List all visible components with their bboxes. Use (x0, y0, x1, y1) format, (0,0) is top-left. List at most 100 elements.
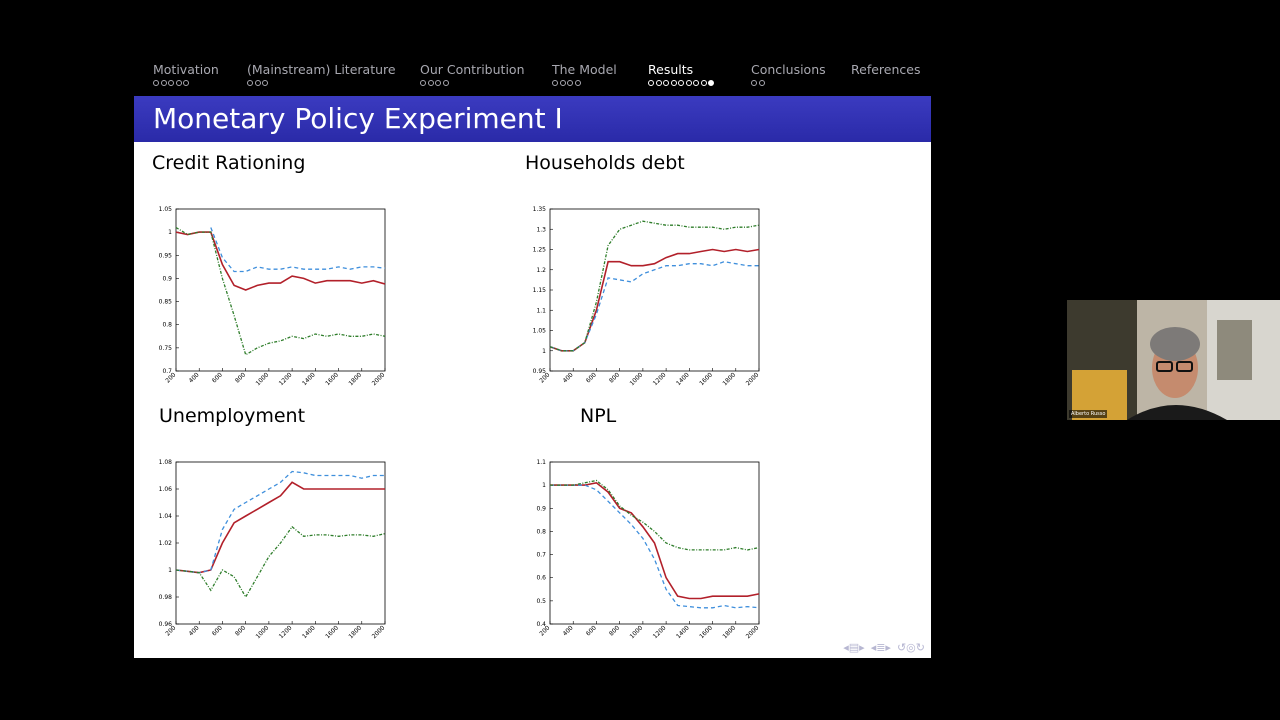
y-tick-label: 1.04 (159, 513, 173, 520)
nav-section-dots (247, 80, 396, 86)
nav-section-conclusions[interactable]: Conclusions (751, 62, 826, 86)
nav-section-label: Results (648, 62, 694, 77)
y-tick-label: 1.08 (159, 459, 173, 466)
presenter-video: Alberto Russo (1067, 300, 1280, 420)
nav-section-label: (Mainstream) Literature (247, 62, 396, 77)
nav-dot[interactable] (693, 80, 699, 86)
plot-area (549, 208, 760, 372)
nav-dot[interactable] (758, 80, 765, 86)
nav-dot[interactable] (247, 80, 253, 86)
nav-section-references[interactable]: References (851, 62, 920, 77)
x-tick-label: 1800 (347, 624, 363, 640)
x-tick-label: 2000 (371, 624, 387, 640)
nav-section-contribution[interactable]: Our Contribution (420, 62, 525, 86)
x-tick-label: 400 (562, 624, 575, 637)
x-tick-label: 800 (234, 624, 247, 637)
nav-section-dots (153, 80, 219, 86)
y-tick-label: 0.75 (159, 345, 173, 352)
x-tick-label: 1600 (324, 371, 340, 387)
nav-section-results[interactable]: Results (648, 62, 714, 86)
nav-dot[interactable] (552, 80, 558, 86)
nav-dot[interactable] (254, 80, 261, 86)
series-line-green (175, 525, 386, 599)
y-tick-label: 0.8 (536, 528, 546, 535)
y-tick-label: 1.05 (159, 206, 173, 213)
nav-dot[interactable] (678, 80, 684, 86)
nav-dot[interactable] (442, 80, 449, 86)
y-tick-label: 0.8 (162, 322, 172, 329)
y-tick-label: 0.96 (159, 621, 173, 628)
nav-dot[interactable] (420, 80, 426, 86)
nav-dot[interactable] (559, 80, 566, 86)
x-tick-label: 600 (211, 371, 224, 384)
nav-dot[interactable] (574, 80, 581, 86)
x-tick-label: 400 (562, 371, 575, 384)
y-tick-label: 1.3 (536, 226, 546, 233)
presenter-video-frame (1067, 300, 1280, 420)
y-tick-label: 1.25 (533, 247, 547, 254)
nav-dot[interactable] (168, 80, 174, 86)
series-line-blue (210, 227, 386, 273)
nav-dot[interactable] (655, 80, 662, 86)
y-tick-label: 0.6 (536, 575, 546, 582)
nav-section-motivation[interactable]: Motivation (153, 62, 219, 86)
nav-dot[interactable] (670, 80, 677, 86)
panel-title-households-debt: Households debt (525, 152, 685, 174)
chart-npl: 0.40.50.60.70.80.911.1200 400 600 800 1000 12… (536, 459, 760, 640)
series-line-red (549, 248, 760, 352)
nav-dot[interactable] (435, 80, 441, 86)
nav-section-label: References (851, 62, 921, 77)
nav-section-literature[interactable]: (Mainstream) Literature (247, 62, 396, 86)
y-tick-label: 1.05 (533, 328, 547, 335)
nav-dot[interactable] (700, 80, 707, 86)
slide-title: Monetary Policy Experiment I (153, 102, 563, 135)
nav-dot[interactable] (153, 80, 159, 86)
nav-dot[interactable] (648, 80, 654, 86)
nav-dot[interactable] (708, 80, 714, 86)
nav-dot[interactable] (427, 80, 434, 86)
series-line-red (175, 231, 386, 291)
nav-section-model[interactable]: The Model (552, 62, 617, 86)
x-tick-label: 1400 (301, 624, 317, 640)
x-tick-label: 1200 (278, 371, 294, 387)
x-tick-label: 1400 (675, 624, 691, 640)
x-tick-label: 1000 (629, 624, 645, 640)
x-tick-label: 800 (234, 371, 247, 384)
nav-dot[interactable] (262, 80, 268, 86)
search-icon[interactable]: ↺◎↻ (896, 641, 925, 654)
y-tick-label: 1 (542, 482, 546, 489)
panel-title-npl: NPL (580, 405, 617, 427)
y-tick-label: 1.1 (536, 459, 546, 466)
nav-dot[interactable] (751, 80, 757, 86)
y-tick-label: 1 (168, 567, 172, 574)
x-tick-label: 1200 (278, 624, 294, 640)
y-tick-label: 1.06 (159, 486, 173, 493)
x-tick-label: 1000 (255, 624, 271, 640)
x-tick-label: 1200 (652, 371, 668, 387)
x-tick-label: 1800 (347, 371, 363, 387)
series-line-blue (175, 470, 385, 574)
plot-area (549, 461, 760, 625)
y-tick-label: 0.4 (536, 621, 546, 628)
x-tick-label: 1800 (721, 371, 737, 387)
nav-dot[interactable] (160, 80, 167, 86)
prev-section-icon[interactable]: ◂≣▸ (870, 641, 891, 654)
y-tick-label: 0.9 (536, 505, 546, 512)
x-tick-label: 1400 (675, 371, 691, 387)
prev-frame-icon[interactable]: ◂▤▸ (843, 641, 865, 654)
nav-dot[interactable] (567, 80, 573, 86)
nav-dot[interactable] (175, 80, 182, 86)
y-tick-label: 0.7 (536, 552, 546, 559)
series-line-blue (550, 484, 760, 609)
nav-dot[interactable] (663, 80, 669, 86)
nav-section-label: The Model (552, 62, 617, 77)
y-tick-label: 1.02 (159, 540, 173, 547)
slide: Monetary Policy Experiment I Credit Rati… (134, 96, 931, 658)
x-tick-label: 800 (608, 624, 621, 637)
nav-dot[interactable] (685, 80, 692, 86)
nav-dot[interactable] (183, 80, 189, 86)
series-line-blue (549, 261, 759, 352)
series-line-green (175, 226, 386, 356)
